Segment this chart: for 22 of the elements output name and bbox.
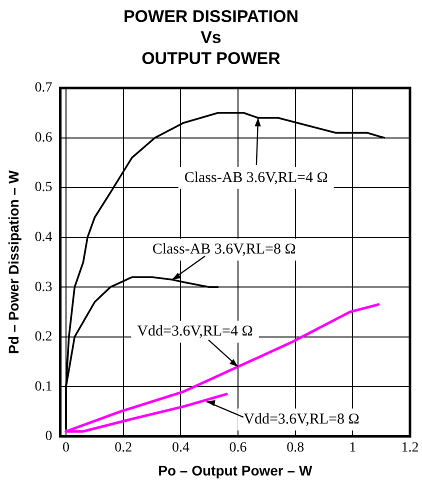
x-axis-title: Po – Output Power – W — [158, 462, 313, 478]
annotation: Vdd=3.6V,RL=8 Ω — [244, 411, 360, 428]
x-tick-label: 1 — [349, 440, 356, 456]
x-tick-label: 0.2 — [114, 440, 132, 456]
y-axis-title: Pd – Power Dissipation – W — [5, 170, 22, 354]
y-tick-label: 0.2 — [34, 330, 52, 345]
x-tick-label: 0.6 — [229, 440, 247, 456]
y-tick-label: 0 — [45, 429, 52, 444]
x-tick-label: 0.4 — [172, 440, 190, 456]
annotation: Vdd=3.6V,RL=4 Ω — [137, 324, 253, 340]
y-tick-label: 0.1 — [34, 379, 52, 394]
y-tick-label: 0.5 — [34, 180, 52, 196]
x-tick-label: 1.2 — [401, 440, 419, 456]
y-tick-label: 0.3 — [34, 280, 52, 295]
chart-title: POWER DISSIPATION Vs OUTPUT POWER — [122, 6, 300, 69]
y-tick-label: 0.4 — [34, 230, 52, 245]
y-tick-label: 0.7 — [34, 80, 52, 96]
annotation: Class-AB 3.6V,RL=4 Ω — [184, 170, 328, 186]
x-tick-label: 0.8 — [286, 440, 304, 456]
annotation: Class-AB 3.6V,RL=8 Ω — [152, 242, 296, 258]
x-tick-label: 0 — [62, 440, 70, 456]
y-tick-label: 0.6 — [34, 130, 52, 146]
